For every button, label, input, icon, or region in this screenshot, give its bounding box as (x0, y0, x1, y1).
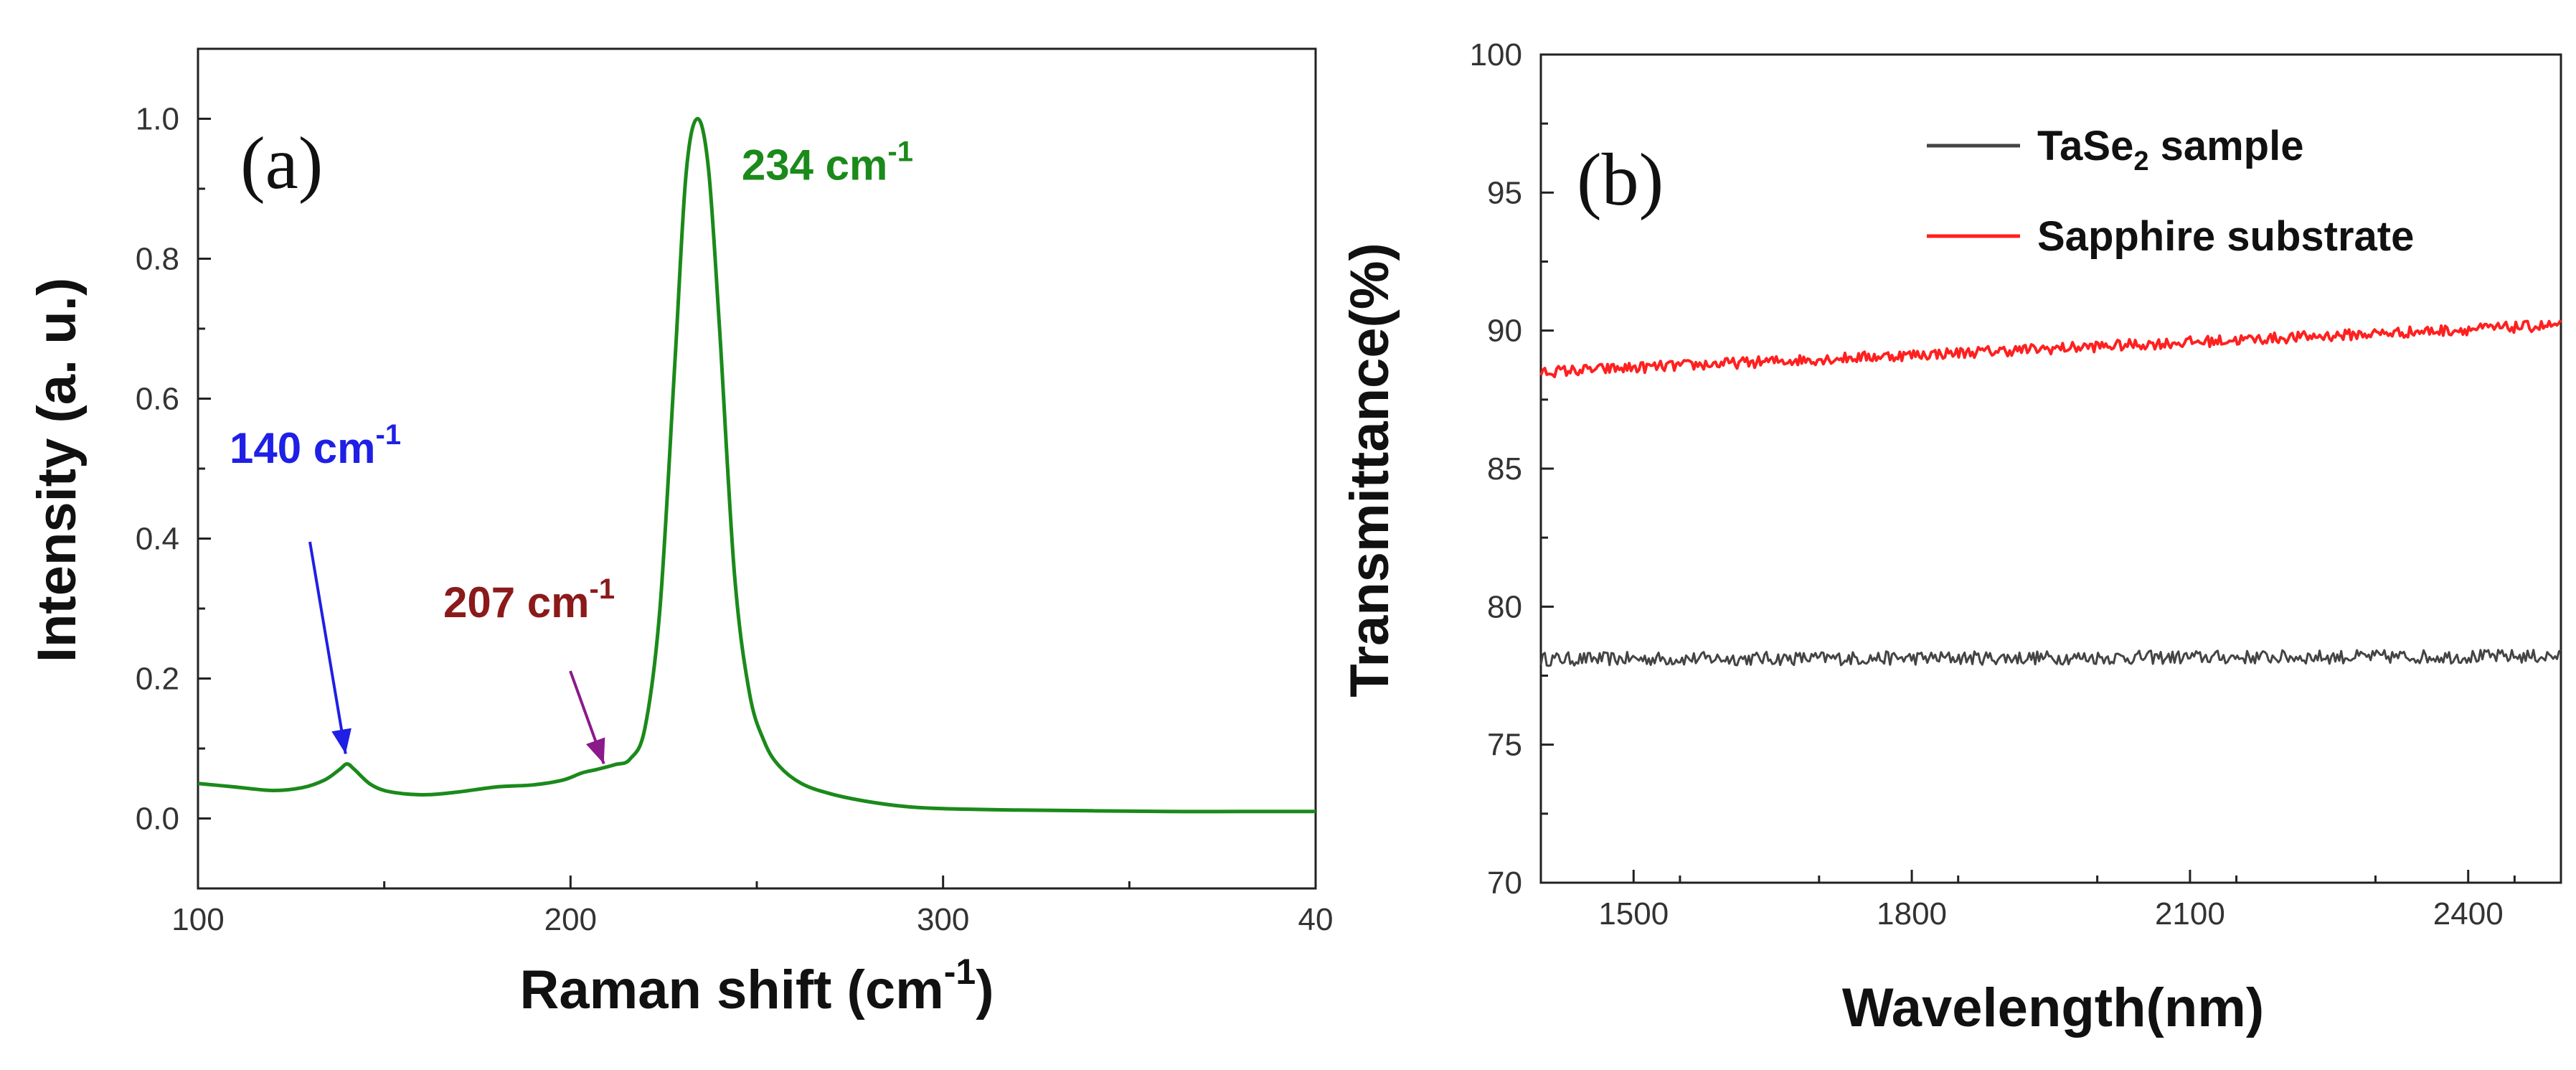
series-tase2-sample (1539, 649, 2562, 667)
legend-label-sapphire: Sapphire substrate (2037, 213, 2414, 260)
legend-label-tase2-main: TaSe (2037, 123, 2133, 169)
panel-b-x-axis-title: Wavelength(nm) (1842, 977, 2264, 1038)
panel-b-y-tick-label-1: 75 (1487, 728, 1522, 763)
annotation-207: 207 cm-1 (443, 573, 615, 626)
panel-a-x-axis-title-close: ) (976, 959, 994, 1020)
panel-b-legend: TaSe2 sample Sapphire substrate (1927, 123, 2414, 260)
series-raman-spectrum (197, 117, 1316, 814)
legend-label-tase2-rest: sample (2148, 123, 2303, 169)
panel-a-ticks: 100 200 300 40 0.0 0.2 0.4 0.6 0.8 1.0 (136, 47, 1334, 937)
annotation-207-sup: -1 (590, 573, 615, 605)
panel-b-y-axis-title: Transmittance(%) (1339, 243, 1400, 698)
annotation-234-main: 234 cm (742, 141, 888, 189)
annotation-140: 140 cm-1 (230, 419, 401, 472)
panel-b-y-tick-label-6: 100 (1470, 37, 1522, 72)
panel-b-y-tick-label-5: 95 (1487, 175, 1522, 210)
arrow-207-head (585, 737, 605, 764)
panel-b-y-tick-label-4: 90 (1487, 314, 1522, 349)
panel-a-x-axis-title-main: Raman shift (cm (519, 959, 943, 1020)
panel-a-letter: (a) (240, 122, 323, 205)
annotation-140-sup: -1 (376, 419, 402, 451)
panel-a-series (197, 117, 1316, 814)
panel-b-ticks: 1500 1800 2100 2400 70 75 80 85 90 95 100 (1470, 37, 2516, 931)
panel-b-letter: (b) (1577, 139, 1664, 221)
panel-b-plot-frame (1539, 53, 2562, 884)
panel-a-y-axis-title: Intensity (a. u.) (27, 278, 88, 662)
panel-a-raman: 100 200 300 400.00.20.40.60.81.0 234 cm-114… (27, 47, 1334, 1020)
panel-b-y-tick-label-3: 85 (1487, 451, 1522, 487)
series-sapphire-substrate (1539, 319, 2562, 379)
panel-a-x-tick-label-2: 300 (917, 902, 969, 937)
panel-b-transmittance: 1500 1800 2100 2400 70 75 80 85 90 95 100 (b) TaSe… (1339, 37, 2562, 1038)
panel-b-x-tick-label-2: 2100 (2155, 896, 2225, 931)
annotation-207-main: 207 cm (443, 578, 590, 626)
panel-a-y-tick-label-1: 0.2 (136, 662, 179, 697)
panel-a-x-tick-label-3: 40 (1298, 902, 1334, 937)
panel-a-y-tick-label-0: 0.0 (136, 802, 179, 837)
arrow-140-shaft (308, 541, 347, 754)
annotation-234: 234 cm-1 (742, 136, 913, 189)
panel-a-x-tick-label-1: 200 (544, 902, 597, 937)
panel-a-y-tick-label-2: 0.4 (136, 522, 179, 557)
panel-a-y-tick-label-3: 0.6 (136, 382, 179, 417)
legend-label-tase2-sub: 2 (2133, 146, 2148, 177)
legend-label-tase2: TaSe2 sample (2037, 123, 2303, 177)
panel-b-x-tick-label-0: 1500 (1598, 896, 1669, 931)
panel-b-series (1539, 319, 2562, 667)
panel-a-x-tick-label-0: 100 (171, 902, 224, 937)
panel-a-x-axis-title-sup: -1 (944, 952, 976, 992)
panel-a-y-tick-label-5: 1.0 (136, 102, 179, 137)
arrow-140-head (331, 728, 352, 754)
annotation-140-main: 140 cm (230, 424, 376, 472)
annotation-234-sup: -1 (887, 136, 913, 168)
panel-b-x-tick-label-1: 1800 (1877, 896, 1947, 931)
panel-b-y-tick-label-2: 80 (1487, 589, 1522, 624)
panel-a-x-axis-title: Raman shift (cm-1) (519, 952, 994, 1020)
panel-a-y-tick-label-4: 0.8 (136, 242, 179, 277)
panel-b-x-tick-label-3: 2400 (2433, 896, 2504, 931)
panel-b-y-tick-label-0: 70 (1487, 865, 1522, 901)
